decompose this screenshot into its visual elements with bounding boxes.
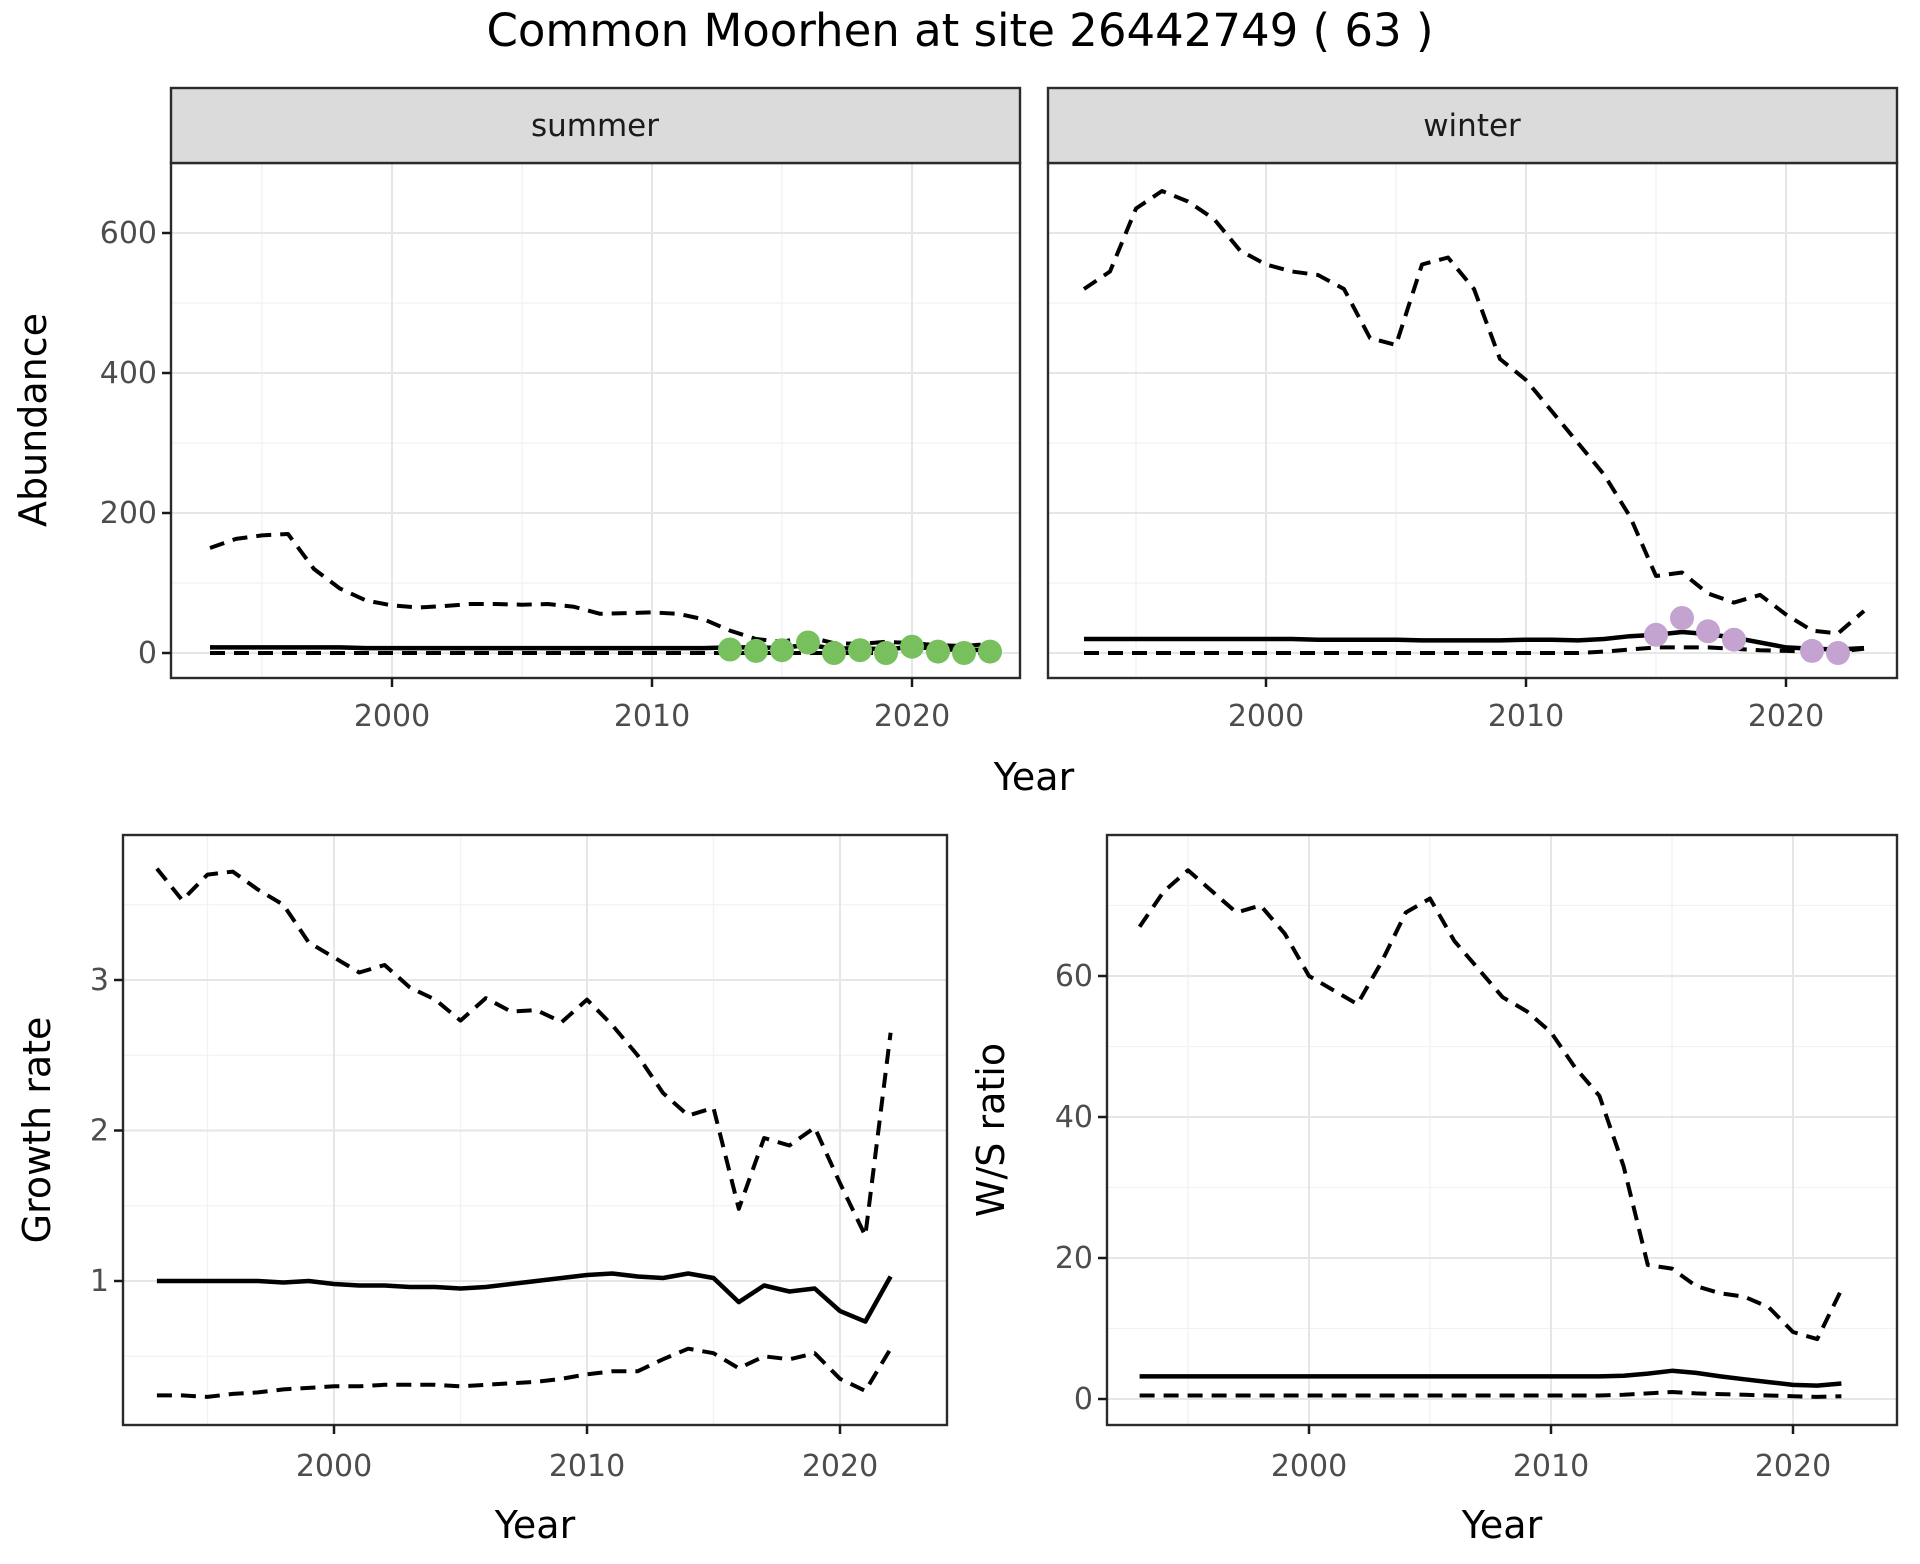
ci_upper-line-ws_ratio [1137,868,1844,1342]
facet-strip-winter-label: winter [1423,108,1521,144]
observation-point-winter [1826,641,1850,665]
mean-line-growth_rate [156,1271,893,1324]
x-axis-label-year-bottom-right: Year [1461,1503,1543,1547]
ci_lower-line-growth_rate [156,1346,893,1399]
y-tick-label: 2 [90,1114,109,1149]
panel-ws_ratio: 2000 2010 2020 0 20 40 60 [1055,833,1899,1484]
observation-point-winter [1670,606,1694,630]
ci_upper-line-winter [1082,189,1866,636]
x-tick-label: 2010 [549,1449,625,1484]
facet-strip-summer-label: summer [531,108,659,144]
y-tick-label: 20 [1055,1241,1093,1276]
observation-point-winter [1644,622,1668,647]
x-tick-label: 2010 [614,699,690,734]
x-tick-label: 2020 [802,1449,878,1484]
x-axis-label-year-top: Year [993,755,1075,799]
observation-point-summer [744,638,768,663]
ci_lower-line-ws_ratio [1139,1390,1842,1399]
y-tick-label: 1 [90,1264,109,1299]
panel-winter: 2000 2010 2020 [1046,161,1899,734]
observation-point-summer [926,639,950,664]
x-tick-label: 2000 [1228,699,1304,734]
y-axis-label-abundance: Abundance [11,313,55,527]
panel-series-summer [209,532,1002,665]
x-tick-label: 2010 [1513,1449,1589,1484]
x-tick-label: 2020 [874,699,950,734]
y-axis-label-ws-ratio: W/S ratio [969,1043,1013,1217]
x-tick-label: 2000 [1271,1449,1347,1484]
observation-point-winter [1696,619,1720,644]
observation-point-summer [718,637,742,662]
y-tick-label: 400 [100,356,157,391]
observation-point-summer [796,630,820,655]
y-tick-label: 200 [100,496,157,531]
x-tick-label: 2000 [354,699,430,734]
y-tick-label: 600 [100,216,157,251]
observation-point-summer [900,634,924,659]
figure-title: Common Moorhen at site 26442749 ( 63 ) [486,4,1433,57]
panel-series-growth_rate [155,867,893,1399]
observation-point-summer [822,641,846,665]
y-tick-label: 40 [1055,1100,1093,1135]
panel-bg-summer [171,163,1020,678]
observation-point-summer [848,638,872,663]
facet-strip-summer: summer [169,86,1022,165]
panel-series-winter [1082,189,1866,665]
ci_upper-line-growth_rate [155,867,893,1238]
observation-point-winter [1722,627,1746,652]
mean-line-ws_ratio [1139,1368,1842,1388]
observation-point-summer [874,641,898,665]
observation-point-summer [770,638,794,663]
y-tick-label: 0 [138,636,157,671]
panel-growth_rate: 2000 2010 2020 1 2 3 [90,833,949,1484]
x-tick-label: 2010 [1488,699,1564,734]
x-axis-label-year-bottom-left: Year [494,1503,576,1547]
facet-strip-winter: winter [1046,86,1899,165]
panel-bg-winter [1048,163,1897,678]
facet-strip-summer-bg [169,86,1022,165]
x-tick-label: 2020 [1748,699,1824,734]
y-tick-label: 60 [1055,959,1093,994]
observation-point-summer [978,639,1002,664]
y-tick-label: 0 [1074,1382,1093,1417]
panel-series-ws_ratio [1137,868,1844,1399]
y-axis-label-growth-rate: Growth rate [15,1017,59,1244]
x-tick-label: 2020 [1755,1449,1831,1484]
observation-point-winter [1800,638,1824,663]
x-tick-label: 2000 [296,1449,372,1484]
y-tick-label: 3 [90,963,109,998]
panel-summer: 2000 2010 2020 0 200 400 600 [100,161,1022,734]
panel-bg-ws_ratio [1107,835,1897,1425]
observation-point-summer [952,641,976,665]
facet-strip-winter-bg [1046,86,1899,165]
panel-border-ws_ratio [1105,833,1899,1427]
